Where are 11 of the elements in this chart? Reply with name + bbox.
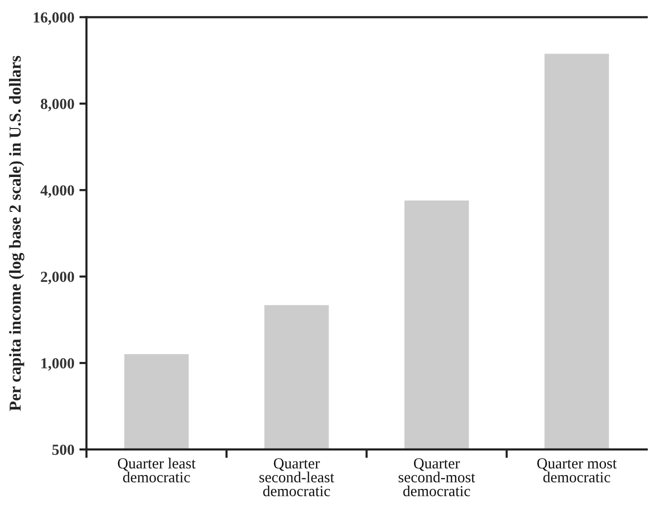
y-tick-label: 500 (52, 444, 74, 455)
y-tick-label: 8,000 (40, 98, 74, 112)
x-tick-label: Quarter least democratic (118, 458, 196, 482)
y-axis-title: Per capita income (log base 2 scale) in U.S. dollars (9, 56, 24, 411)
y-tick-label: 16,000 (34, 12, 74, 25)
x-tick-label: Quarter second-least democratic (259, 458, 334, 496)
y-tick-label: 2,000 (40, 272, 74, 284)
x-tick-label: Quarter second-most democratic (398, 458, 476, 496)
y-tick-label: 4,000 (40, 185, 74, 198)
y-tick-label: 1,000 (41, 358, 74, 371)
x-tick-label: Quarter most democratic (537, 458, 617, 482)
